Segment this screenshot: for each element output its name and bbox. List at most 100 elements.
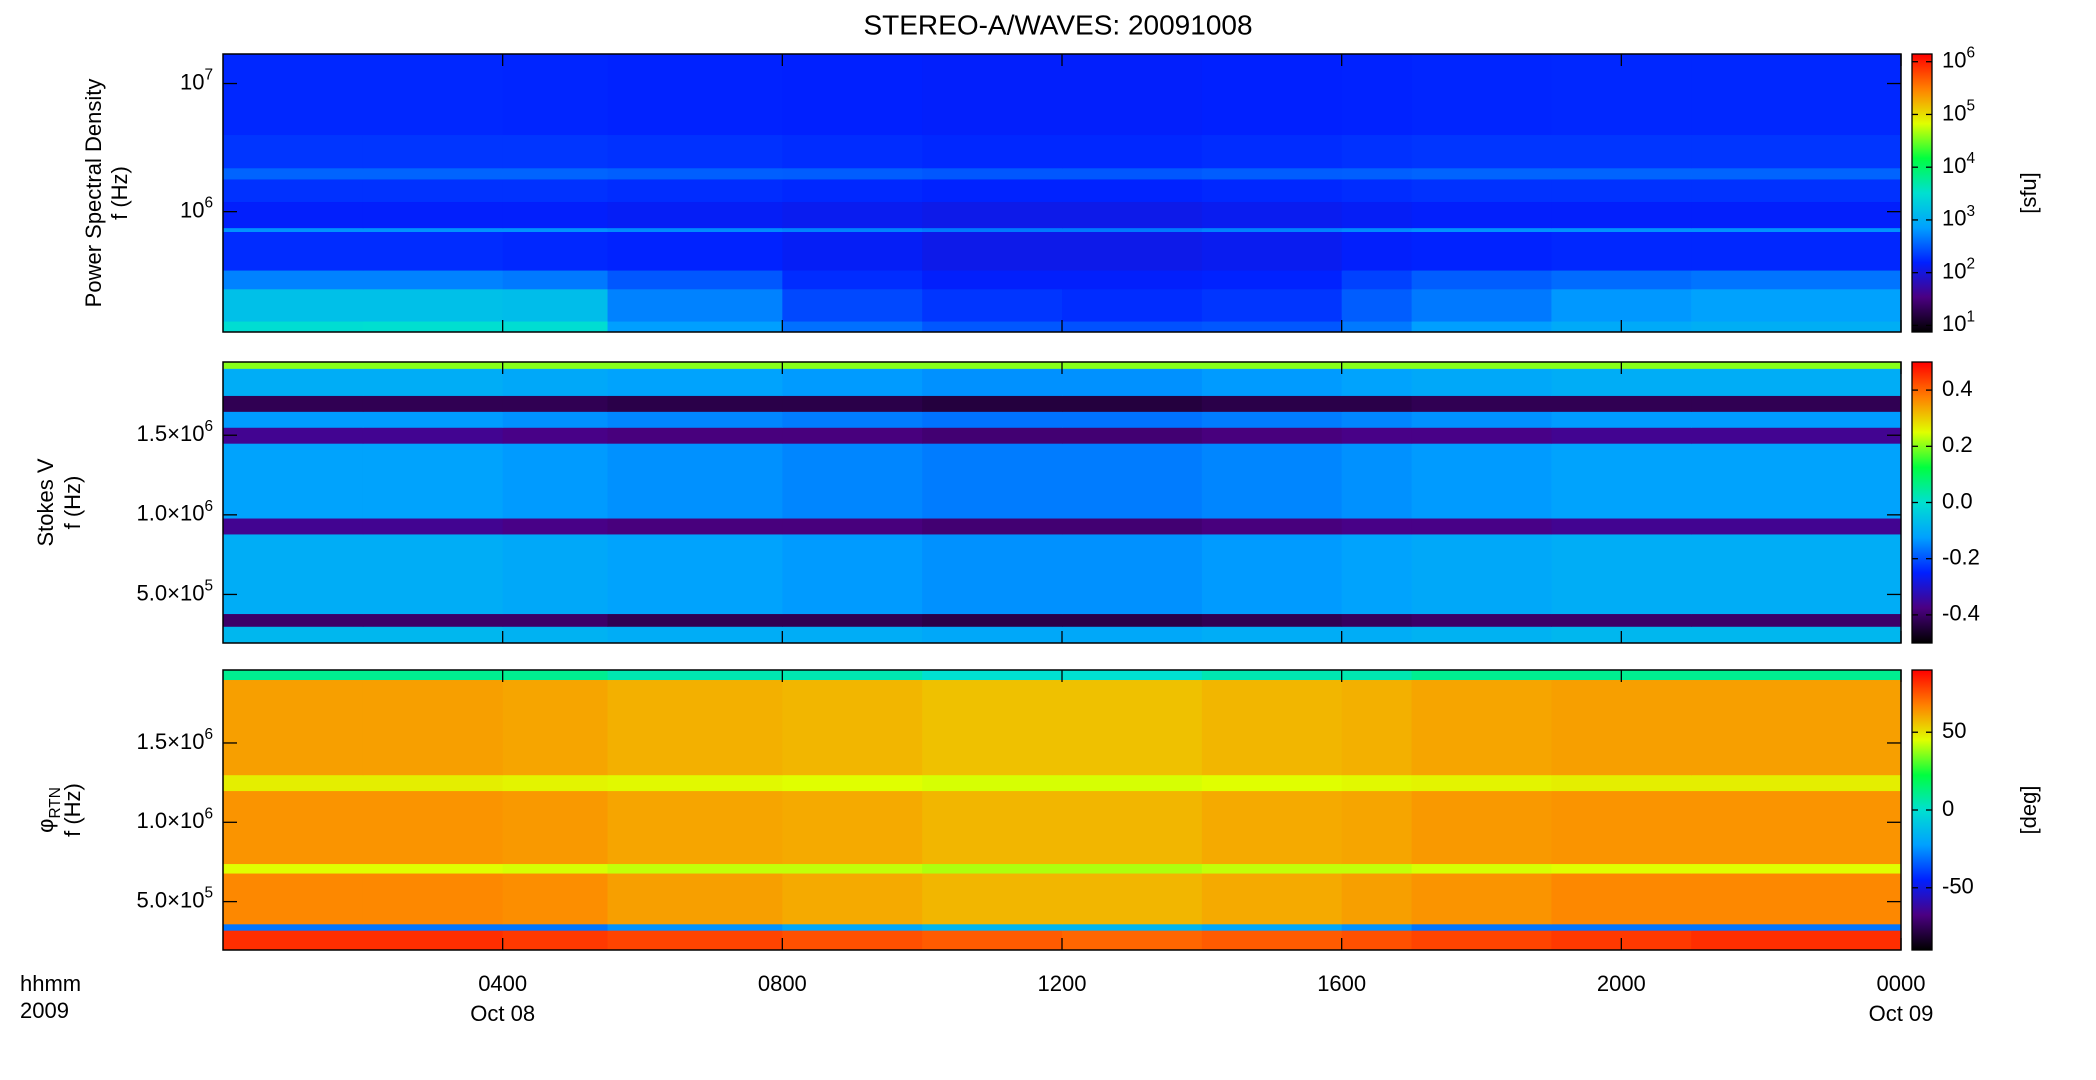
heatmap-cell: [1411, 411, 1552, 428]
heatmap-cell: [223, 178, 364, 203]
heatmap-cell: [1691, 288, 1902, 322]
heatmap-cell: [607, 863, 783, 874]
colorbar-tick-label: -50: [1942, 874, 1974, 899]
heatmap-cell: [922, 201, 1063, 229]
heatmap-cell: [922, 321, 1063, 333]
heatmap-cell: [1411, 670, 1552, 681]
heatmap-cell: [1341, 443, 1413, 519]
heatmap-cell: [1411, 930, 1552, 951]
heatmap-cell: [223, 231, 364, 271]
heatmap-cell: [1201, 231, 1343, 271]
heatmap-cell: [607, 270, 783, 290]
heatmap-cell: [1062, 321, 1203, 333]
heatmap-cell: [607, 227, 783, 232]
heatmap-cell: [607, 930, 783, 951]
heatmap-cell: [1691, 679, 1902, 776]
heatmap-cell: [1201, 178, 1343, 203]
heatmap-cell: [1551, 873, 1692, 925]
heatmap-cell: [362, 368, 504, 396]
heatmap-cell: [1341, 533, 1413, 615]
heatmap-cell: [1691, 790, 1902, 865]
heatmap-cell: [782, 427, 923, 444]
colorbar-tick-label: 101: [1942, 308, 1975, 336]
heatmap-cell: [1341, 679, 1413, 776]
x-date-label: Oct 09: [1869, 1001, 1934, 1026]
heatmap-cell: [1551, 774, 1692, 792]
heatmap-cell: [1341, 930, 1413, 951]
heatmap-cell: [1411, 270, 1552, 290]
heatmap-cell: [502, 227, 609, 232]
heatmap-cell: [1691, 613, 1902, 627]
heatmap-cell: [1411, 395, 1552, 412]
heatmap-cell: [1411, 134, 1552, 169]
heatmap-cell: [1201, 873, 1343, 925]
heatmap-cell: [362, 411, 504, 428]
heatmap-cell: [607, 134, 783, 169]
heatmap-cell: [782, 613, 923, 627]
y-tick-label: 1.0×106: [137, 497, 213, 525]
heatmap-cell: [607, 679, 783, 776]
colorbar-tick-label: 102: [1942, 255, 1975, 283]
heatmap-cell: [223, 679, 364, 776]
heatmap-cell: [782, 368, 923, 396]
y-tick-label: 1.5×106: [137, 726, 213, 754]
heatmap-cell: [1411, 167, 1552, 180]
heatmap-cell: [1411, 863, 1552, 874]
heatmap-cell: [223, 670, 364, 681]
heatmap-cell: [1201, 411, 1343, 428]
heatmap-cell: [362, 134, 504, 169]
heatmap-cell: [502, 930, 609, 951]
heatmap-cell: [1062, 270, 1203, 290]
heatmap-cell: [607, 178, 783, 203]
heatmap-cell: [782, 518, 923, 535]
heatmap-cell: [1062, 201, 1203, 229]
heatmap-cell: [1551, 270, 1692, 290]
heatmap-cell: [1411, 178, 1552, 203]
heatmap-cell: [922, 134, 1063, 169]
colorbar-tick-label: 105: [1942, 97, 1975, 125]
heatmap-cell: [782, 863, 923, 874]
heatmap-cell: [1691, 178, 1902, 203]
heatmap-cell: [607, 54, 783, 136]
heatmap-cell: [362, 321, 504, 333]
heatmap-cell: [1062, 774, 1203, 792]
heatmap-cell: [1341, 231, 1413, 271]
x-tick-label: 1600: [1317, 971, 1366, 996]
heatmap-cell: [1201, 201, 1343, 229]
heatmap-cell: [607, 288, 783, 322]
heatmap-cell: [607, 518, 783, 535]
heatmap-cell: [782, 167, 923, 180]
heatmap-cell: [607, 670, 783, 681]
heatmap-cell: [1411, 427, 1552, 444]
heatmap-cell: [1411, 873, 1552, 925]
heatmap-cell: [502, 790, 609, 865]
heatmap-cell: [1691, 227, 1902, 232]
heatmap-cell: [1411, 533, 1552, 615]
heatmap-cell: [1691, 54, 1902, 136]
heatmap-cell: [782, 873, 923, 925]
heatmap-cell: [502, 368, 609, 396]
heatmap-cell: [502, 518, 609, 535]
year-label: 2009: [20, 998, 69, 1023]
heatmap-cell: [1551, 790, 1692, 865]
heatmap-cell: [223, 863, 364, 874]
heatmap-cell: [223, 362, 364, 369]
heatmap-cell: [1691, 443, 1902, 519]
heatmap-cell: [1062, 790, 1203, 865]
y-axis-label: f (Hz): [107, 166, 132, 220]
heatmap-cell: [1062, 930, 1203, 951]
heatmap-cell: [782, 411, 923, 428]
heatmap-cell: [922, 427, 1063, 444]
heatmap-cell: [362, 167, 504, 180]
heatmap-cell: [1411, 923, 1552, 931]
heatmap-cell: [607, 427, 783, 444]
heatmap-cell: [1411, 679, 1552, 776]
heatmap-cell: [502, 670, 609, 681]
heatmap-cell: [502, 873, 609, 925]
heatmap-cell: [362, 613, 504, 627]
heatmap-cell: [502, 443, 609, 519]
heatmap-cell: [223, 923, 364, 931]
heatmap-cell: [1411, 54, 1552, 136]
y-tick-label: 1.0×106: [137, 805, 213, 833]
heatmap-cell: [922, 533, 1063, 615]
